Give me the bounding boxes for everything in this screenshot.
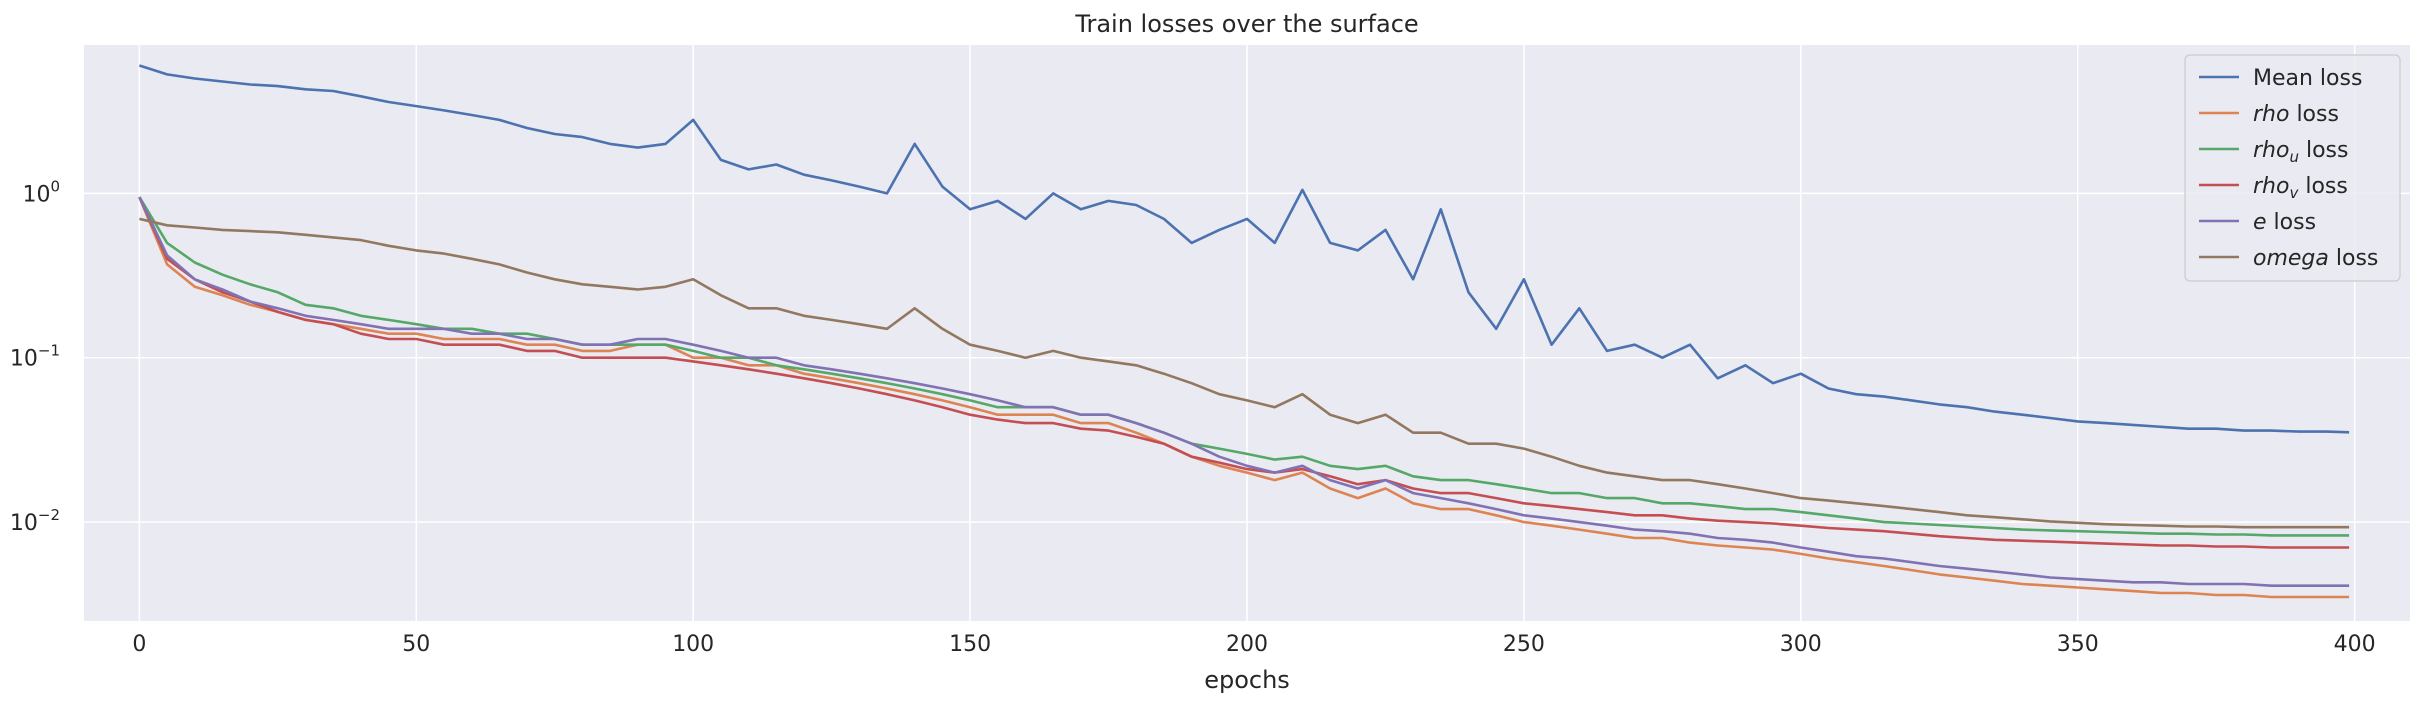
x-tick-label-7: 350	[2057, 632, 2099, 657]
x-tick-label-0: 0	[132, 632, 146, 657]
chart-title: Train losses over the surface	[1074, 10, 1418, 38]
series-line-1	[138, 196, 2350, 599]
tick-labels: 0 50 100 150 200 250 300 350 400 10−2 10−1 100	[10, 177, 2376, 657]
x-tick-label-3: 150	[949, 632, 991, 657]
legend-entry-1: rho loss	[2253, 102, 2339, 127]
y-tick-label-2: 100	[22, 177, 60, 207]
series-line-0	[139, 64, 2350, 434]
legend-entry-3: rhov loss	[2253, 174, 2348, 202]
legend: Mean loss rho loss rhou loss rhov loss e los…	[2184, 54, 2401, 282]
x-tick-label-4: 200	[1226, 632, 1268, 657]
series-line-5	[139, 217, 2350, 529]
series-line-2	[138, 196, 2350, 537]
x-tick-label-5: 250	[1503, 632, 1545, 657]
legend-entry-0: Mean loss	[2253, 66, 2362, 91]
legend-box	[2184, 54, 2401, 282]
legend-entry-4: e loss	[2253, 210, 2316, 235]
series-line-4	[138, 196, 2350, 588]
series-lines	[138, 64, 2350, 599]
y-tick-label-1: 10−1	[10, 342, 60, 372]
legend-entry-2: rhou loss	[2253, 138, 2348, 166]
x-tick-label-6: 300	[1780, 632, 1822, 657]
legend-entry-5: omega loss	[2253, 246, 2378, 271]
y-tick-label-0: 10−2	[10, 506, 60, 536]
x-axis-label: epochs	[1204, 666, 1290, 694]
x-tick-label-1: 50	[402, 632, 430, 657]
x-tick-label-2: 100	[672, 632, 714, 657]
series-line-3	[138, 196, 2350, 549]
x-tick-label-8: 400	[2334, 632, 2376, 657]
